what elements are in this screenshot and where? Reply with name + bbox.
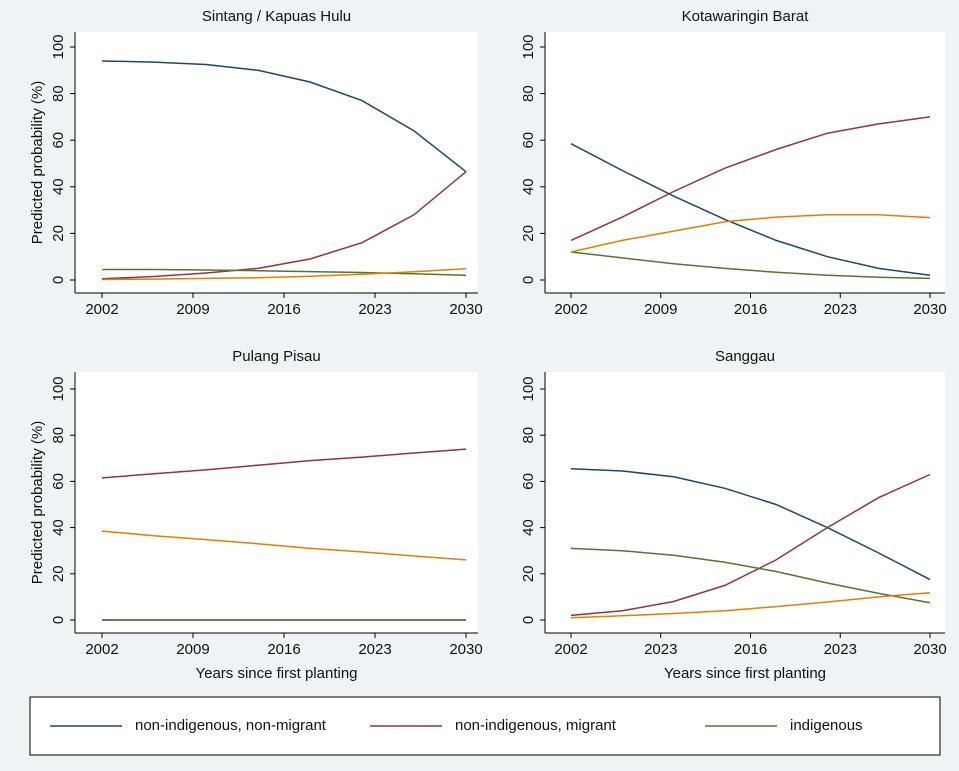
y-tick-label: 80 <box>50 427 67 444</box>
y-tick-label: 60 <box>520 473 537 490</box>
y-tick-label: 0 <box>50 616 67 624</box>
series-line <box>101 171 467 280</box>
legend-label: non-indigenous, migrant <box>455 717 617 734</box>
series-line <box>101 268 467 281</box>
x-tick-label: 2002 <box>554 301 587 318</box>
x-tick-label: 2002 <box>85 301 118 318</box>
y-axis-label: Predicted probability (%) <box>29 81 46 244</box>
panel-title: Pulang Pisau <box>232 348 320 365</box>
x-tick-label: 2009 <box>176 641 209 658</box>
y-tick-label: 100 <box>520 34 537 59</box>
x-tick-label: 2023 <box>824 641 857 658</box>
x-tick-label: 2016 <box>734 641 767 658</box>
y-tick-label: 40 <box>50 178 67 195</box>
y-tick-label: 0 <box>520 616 537 624</box>
plot-region <box>545 372 945 633</box>
y-tick-label: 100 <box>520 376 537 401</box>
panel-title: Sintang / Kapuas Hulu <box>202 8 351 25</box>
x-tick-label: 2030 <box>913 301 946 318</box>
x-axis-label: Years since first planting <box>664 665 826 682</box>
y-tick-label: 40 <box>520 178 537 195</box>
series-line <box>570 547 931 604</box>
panel-title: Kotawaringin Barat <box>682 8 810 25</box>
y-tick-label: 80 <box>520 427 537 444</box>
series-line <box>570 143 931 277</box>
x-axis-label: Years since first planting <box>195 665 357 682</box>
series-line <box>570 214 931 253</box>
y-tick-label: 60 <box>520 132 537 149</box>
y-axis-label: Predicted probability (%) <box>29 421 46 584</box>
y-tick-label: 0 <box>520 276 537 284</box>
x-tick-label: 2023 <box>358 641 391 658</box>
x-tick-label: 2009 <box>644 301 677 318</box>
y-tick-label: 100 <box>50 376 67 401</box>
x-tick-label: 2016 <box>267 641 300 658</box>
y-tick-label: 20 <box>520 565 537 582</box>
y-tick-label: 20 <box>50 565 67 582</box>
y-tick-label: 20 <box>50 225 67 242</box>
x-tick-label: 2009 <box>176 301 209 318</box>
x-tick-label: 2030 <box>449 641 482 658</box>
x-tick-label: 2023 <box>644 641 677 658</box>
series-line <box>101 530 467 561</box>
series-line <box>570 116 931 242</box>
y-tick-label: 100 <box>50 34 67 59</box>
series-line <box>570 591 931 619</box>
y-tick-label: 60 <box>50 132 67 149</box>
legend-box <box>29 696 941 756</box>
series-line <box>102 268 467 277</box>
x-tick-label: 2016 <box>267 301 300 318</box>
series-line <box>101 448 467 479</box>
series-line <box>101 60 467 173</box>
y-tick-label: 40 <box>520 519 537 536</box>
x-tick-label: 2002 <box>85 641 118 658</box>
series-line <box>570 467 931 581</box>
x-tick-label: 2023 <box>358 301 391 318</box>
y-tick-label: 0 <box>50 276 67 284</box>
x-tick-label: 2002 <box>554 641 587 658</box>
y-tick-label: 80 <box>520 85 537 102</box>
x-tick-label: 2030 <box>913 641 946 658</box>
y-tick-label: 20 <box>520 225 537 242</box>
legend-label: non-indigenous, non-migrant <box>135 717 327 734</box>
x-tick-label: 2030 <box>449 301 482 318</box>
series-line <box>570 473 931 617</box>
y-tick-label: 40 <box>50 519 67 536</box>
x-tick-label: 2023 <box>824 301 857 318</box>
plot-region <box>545 32 945 293</box>
panel-title: Sanggau <box>715 348 775 365</box>
x-tick-label: 2016 <box>734 301 767 318</box>
plot-region <box>75 372 478 633</box>
y-tick-label: 60 <box>50 473 67 490</box>
series-line <box>570 251 931 280</box>
y-tick-label: 80 <box>50 85 67 102</box>
plot-region <box>75 32 478 293</box>
legend-label: indigenous <box>790 717 863 734</box>
